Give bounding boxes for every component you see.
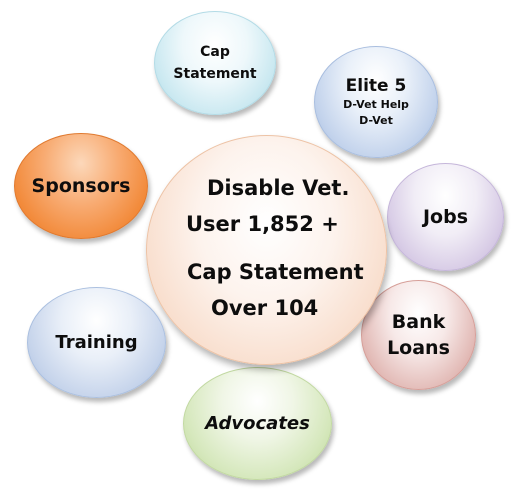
elite-5-title: Elite 5 <box>345 76 407 96</box>
bank-loans-line-2: Loans <box>387 337 450 359</box>
bank-loans-line-1: Bank <box>391 311 446 333</box>
center-line-1: Disable Vet. <box>207 176 350 200</box>
sponsors-bubble: Sponsors <box>14 133 148 239</box>
cap-statement-line-2: Statement <box>173 66 257 82</box>
elite-5-sub-1: D-Vet Help <box>343 98 409 111</box>
training-label: Training <box>55 332 138 353</box>
center-line-2: User 1,852 + <box>186 212 339 236</box>
sponsors-label: Sponsors <box>31 175 131 197</box>
advocates-bubble: Advocates <box>183 367 332 480</box>
center-line-3: Cap Statement <box>187 260 364 284</box>
advocates-label: Advocates <box>205 413 310 434</box>
cap-statement-bubble: Cap Statement <box>154 11 276 115</box>
training-bubble: Training <box>27 287 166 398</box>
bank-loans-bubble: Bank Loans <box>361 280 476 390</box>
cap-statement-line-1: Cap <box>200 44 230 60</box>
jobs-label: Jobs <box>422 206 469 228</box>
elite-5-bubble: Elite 5 D-Vet Help D-Vet <box>314 46 438 158</box>
elite-5-sub-2: D-Vet <box>359 114 393 127</box>
center-bubble: Disable Vet. User 1,852 + Cap Statement … <box>146 135 387 365</box>
center-line-4: Over 104 <box>211 296 319 320</box>
jobs-bubble: Jobs <box>387 163 504 271</box>
